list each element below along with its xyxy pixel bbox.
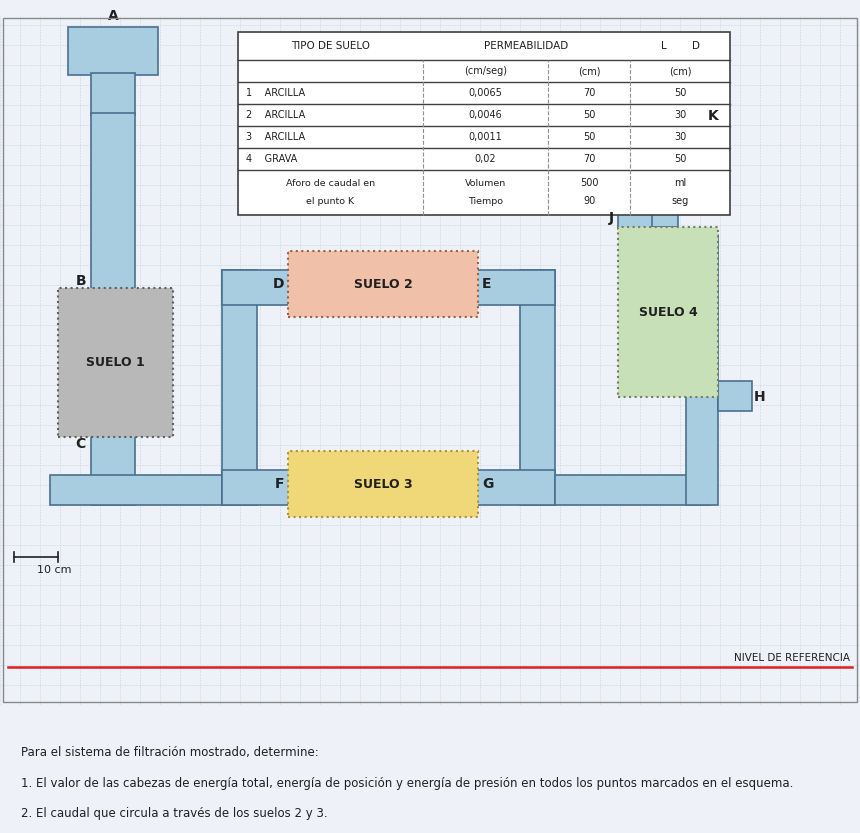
Bar — [222, 471, 555, 506]
Text: H: H — [754, 391, 765, 404]
Text: 4    GRAVA: 4 GRAVA — [246, 154, 298, 164]
Text: 70: 70 — [583, 154, 595, 164]
Text: SUELO 4: SUELO 4 — [639, 306, 697, 319]
Text: (cm/seg): (cm/seg) — [464, 67, 507, 77]
Text: 50: 50 — [583, 132, 595, 142]
Text: 30: 30 — [674, 110, 686, 120]
Text: 30: 30 — [674, 132, 686, 142]
Text: NIVEL DE REFERENCIA: NIVEL DE REFERENCIA — [734, 653, 850, 663]
Text: 1. El valor de las cabezas de energía total, energía de posición y energía de pr: 1. El valor de las cabezas de energía to… — [22, 776, 794, 790]
Text: 2    ARCILLA: 2 ARCILLA — [246, 110, 305, 120]
Bar — [288, 451, 478, 517]
Bar — [68, 27, 158, 75]
Text: G: G — [482, 477, 494, 491]
Bar — [91, 73, 135, 115]
Bar — [555, 476, 710, 506]
Text: C: C — [76, 437, 86, 451]
Text: Para el sistema de filtración mostrado, determine:: Para el sistema de filtración mostrado, … — [22, 746, 319, 760]
Text: 50: 50 — [674, 154, 686, 164]
Text: 0,0065: 0,0065 — [469, 88, 502, 98]
Bar — [718, 382, 752, 412]
Text: E: E — [482, 277, 492, 292]
Text: K: K — [708, 109, 719, 123]
Bar — [238, 32, 730, 215]
Bar — [222, 270, 257, 506]
Bar — [618, 227, 718, 397]
Text: F: F — [274, 477, 284, 491]
Text: L: L — [661, 42, 666, 52]
Bar — [91, 436, 135, 506]
Text: Tiempo: Tiempo — [468, 197, 503, 206]
Text: D: D — [273, 277, 284, 292]
Text: 500: 500 — [580, 178, 599, 188]
Bar — [222, 270, 555, 305]
Text: 50: 50 — [583, 110, 595, 120]
Text: A: A — [108, 9, 119, 23]
Text: 3    ARCILLA: 3 ARCILLA — [246, 132, 305, 142]
Text: 0,0011: 0,0011 — [469, 132, 502, 142]
Text: 1    ARCILLA: 1 ARCILLA — [246, 88, 305, 98]
Bar — [686, 235, 718, 506]
Text: PERMEABILIDAD: PERMEABILIDAD — [484, 42, 568, 52]
Text: Aforo de caudal en: Aforo de caudal en — [286, 179, 375, 187]
Bar — [620, 102, 708, 170]
Text: 2. El caudal que circula a través de los suelos 2 y 3.: 2. El caudal que circula a través de los… — [22, 807, 328, 820]
Bar — [50, 476, 225, 506]
Text: 0,02: 0,02 — [475, 154, 496, 164]
Text: Volumen: Volumen — [465, 179, 507, 187]
Bar — [650, 165, 678, 227]
Bar — [618, 207, 652, 229]
Text: 70: 70 — [583, 88, 595, 98]
Text: seg: seg — [672, 197, 689, 207]
Text: (cm): (cm) — [578, 67, 600, 77]
Text: (cm): (cm) — [669, 67, 691, 77]
Text: 90: 90 — [583, 197, 595, 207]
Text: TIPO DE SUELO: TIPO DE SUELO — [291, 42, 370, 52]
Text: el punto K: el punto K — [306, 197, 354, 206]
Text: D: D — [692, 42, 700, 52]
Text: 50: 50 — [674, 88, 686, 98]
Text: B: B — [76, 274, 86, 288]
Text: SUELO 2: SUELO 2 — [353, 277, 413, 291]
Bar — [58, 288, 173, 437]
Text: SUELO 1: SUELO 1 — [86, 357, 144, 369]
Text: J: J — [609, 212, 614, 225]
Text: 0,0046: 0,0046 — [469, 110, 502, 120]
Bar — [288, 252, 478, 317]
Bar — [520, 270, 555, 506]
Text: ml: ml — [674, 178, 686, 188]
Text: 10 cm: 10 cm — [37, 566, 71, 576]
Bar — [91, 113, 135, 290]
Text: SUELO 3: SUELO 3 — [353, 478, 412, 491]
